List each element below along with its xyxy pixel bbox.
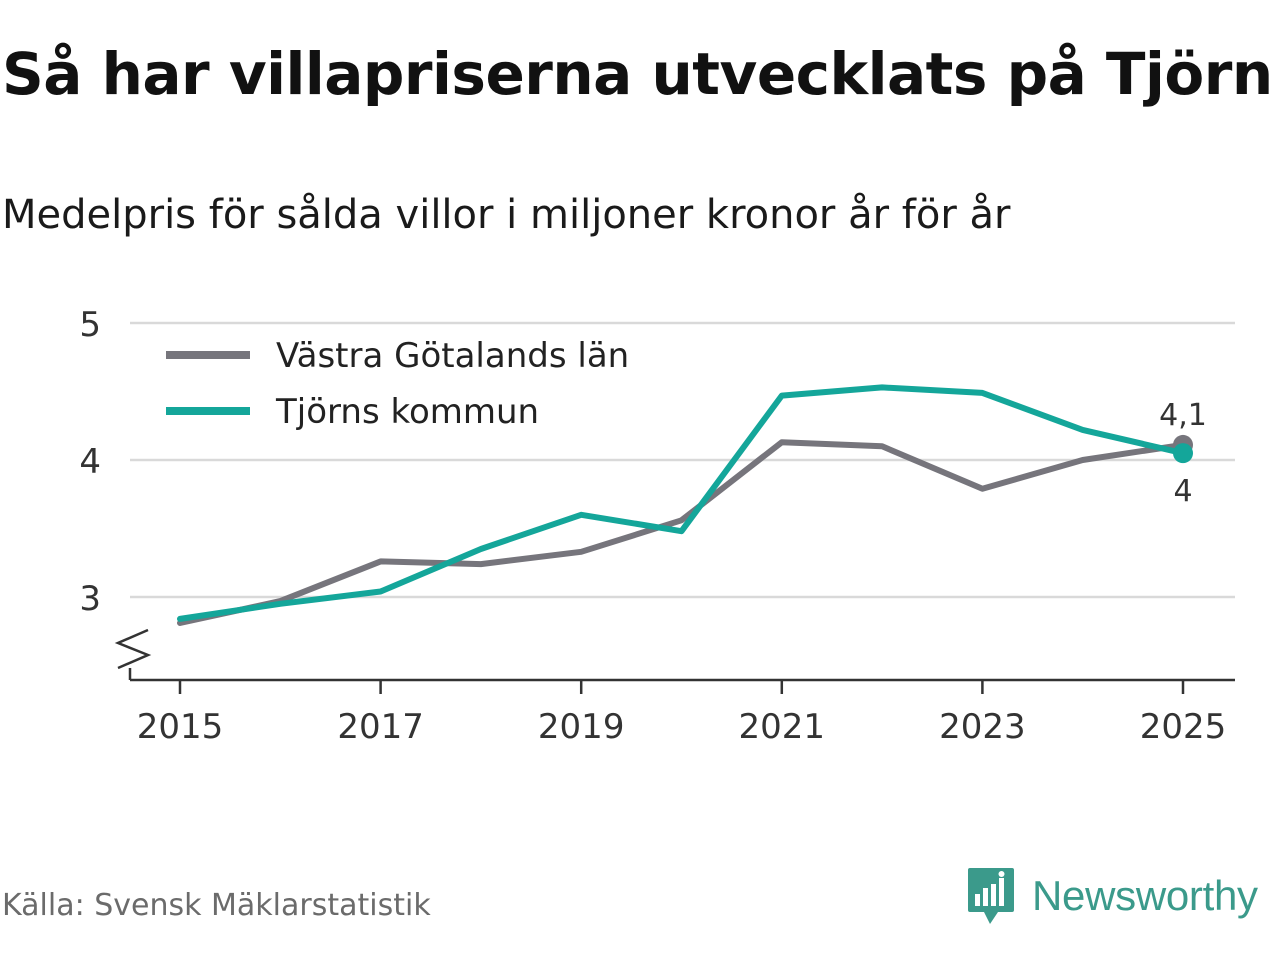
legend: Västra Götalands län Tjörns kommun (148, 325, 658, 443)
end-label-tjorn: 4 (1173, 474, 1192, 509)
x-tick-label: 2021 (739, 707, 826, 747)
chart-subtitle: Medelpris för sålda villor i miljoner kr… (2, 192, 1011, 238)
newsworthy-logo-icon (968, 868, 1014, 924)
x-tick-label: 2015 (137, 707, 224, 747)
x-tick-label: 2017 (337, 707, 424, 747)
legend-background (148, 325, 658, 443)
brand-logo: Newsworthy (966, 866, 1258, 926)
x-tick-label: 2019 (538, 707, 625, 747)
source-note: Källa: Svensk Mäklarstatistik (2, 888, 431, 923)
brand-name: Newsworthy (1032, 872, 1258, 919)
series-line-tjorn (177, 384, 1186, 622)
y-tick-label: 5 (79, 305, 101, 345)
y-tick-label: 3 (79, 579, 101, 619)
series-line-vastra-gotaland (177, 439, 1186, 626)
axis-layer: 3 4 5 2015 2017 2019 2021 2023 2025 (79, 305, 1235, 747)
x-tick-label: 2023 (939, 707, 1026, 747)
end-marker (1173, 443, 1193, 464)
legend-label: Tjörns kommun (275, 392, 539, 432)
x-tick-label: 2025 (1140, 707, 1227, 747)
legend-label: Västra Götalands län (276, 336, 629, 376)
end-label-vastra: 4,1 (1159, 398, 1207, 433)
y-tick-label: 4 (79, 442, 101, 482)
chart-title: Så har villapriserna utvecklats på Tjörn (2, 40, 1273, 108)
axis-break-icon (114, 628, 152, 670)
series-layer: 4,14 (177, 384, 1207, 626)
